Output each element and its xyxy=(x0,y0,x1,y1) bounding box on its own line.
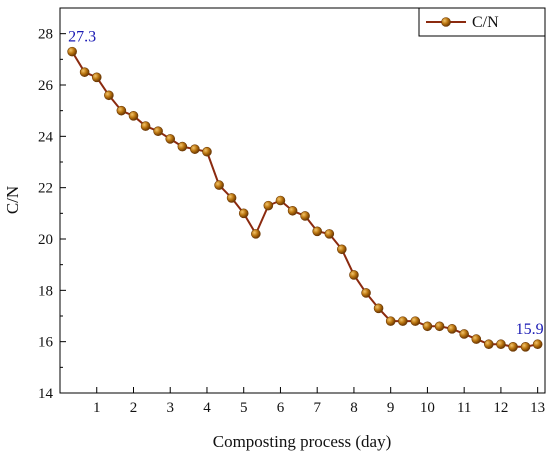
data-point xyxy=(153,126,163,136)
plot-frame xyxy=(59,7,546,394)
data-point xyxy=(79,67,90,77)
data-point xyxy=(447,324,457,334)
y-tick-label: 18 xyxy=(38,283,53,299)
x-tick-label: 6 xyxy=(277,400,285,416)
data-point xyxy=(398,316,408,326)
x-tick-label: 5 xyxy=(240,400,248,416)
data-point xyxy=(422,321,433,332)
x-tick-label: 9 xyxy=(387,400,395,416)
data-point xyxy=(349,270,359,280)
data-point xyxy=(361,288,371,298)
y-tick-label: 22 xyxy=(38,181,53,197)
legend-marker xyxy=(441,17,451,27)
x-tick-label: 3 xyxy=(166,400,174,416)
y-tick-label: 26 xyxy=(38,78,54,94)
data-label: 27.3 xyxy=(68,29,96,46)
data-point xyxy=(104,90,114,101)
y-tick-label: 14 xyxy=(38,386,54,402)
data-point xyxy=(128,111,139,121)
data-point xyxy=(226,193,237,203)
data-point xyxy=(496,339,506,350)
x-tick-label: 4 xyxy=(203,400,211,416)
data-point xyxy=(434,321,445,332)
x-tick-label: 10 xyxy=(420,400,435,416)
data-point xyxy=(410,316,421,326)
data-point xyxy=(471,334,482,344)
data-point xyxy=(214,180,224,190)
data-point xyxy=(287,205,298,216)
x-axis-title: Composting process (day) xyxy=(213,432,391,451)
data-point xyxy=(91,72,102,83)
data-point xyxy=(165,134,176,144)
legend-label: C/N xyxy=(472,14,499,31)
data-point xyxy=(508,341,518,352)
x-tick-label: 11 xyxy=(457,400,471,416)
data-point xyxy=(312,226,322,237)
y-tick-label: 28 xyxy=(38,27,53,43)
y-tick-label: 16 xyxy=(38,335,54,351)
data-point xyxy=(177,141,188,152)
data-point xyxy=(459,329,469,339)
data-point xyxy=(520,341,531,352)
data-point xyxy=(238,208,249,219)
data-point xyxy=(483,339,494,350)
data-label: 15.9 xyxy=(516,321,544,338)
data-point xyxy=(324,229,335,239)
data-point xyxy=(337,244,347,255)
data-point xyxy=(140,121,151,131)
data-point xyxy=(373,303,384,314)
x-tick-label: 7 xyxy=(313,400,321,416)
data-point xyxy=(190,144,200,154)
y-tick-label: 24 xyxy=(38,129,54,145)
data-point xyxy=(202,146,212,157)
x-tick-label: 13 xyxy=(530,400,545,416)
x-tick-label: 12 xyxy=(493,400,508,416)
x-tick-label: 1 xyxy=(93,400,101,416)
y-axis-title: C/N xyxy=(3,186,22,214)
data-point xyxy=(251,229,261,239)
y-tick-label: 20 xyxy=(38,232,53,248)
data-point xyxy=(385,316,396,326)
series-line-cn xyxy=(71,51,538,348)
data-point xyxy=(300,211,310,221)
data-point xyxy=(275,195,286,206)
data-point xyxy=(263,200,274,211)
data-point xyxy=(67,46,77,57)
x-tick-label: 2 xyxy=(130,400,138,416)
data-point xyxy=(532,339,543,350)
x-tick-label: 8 xyxy=(350,400,358,416)
legend: C/N xyxy=(418,7,546,37)
data-point xyxy=(116,105,127,116)
